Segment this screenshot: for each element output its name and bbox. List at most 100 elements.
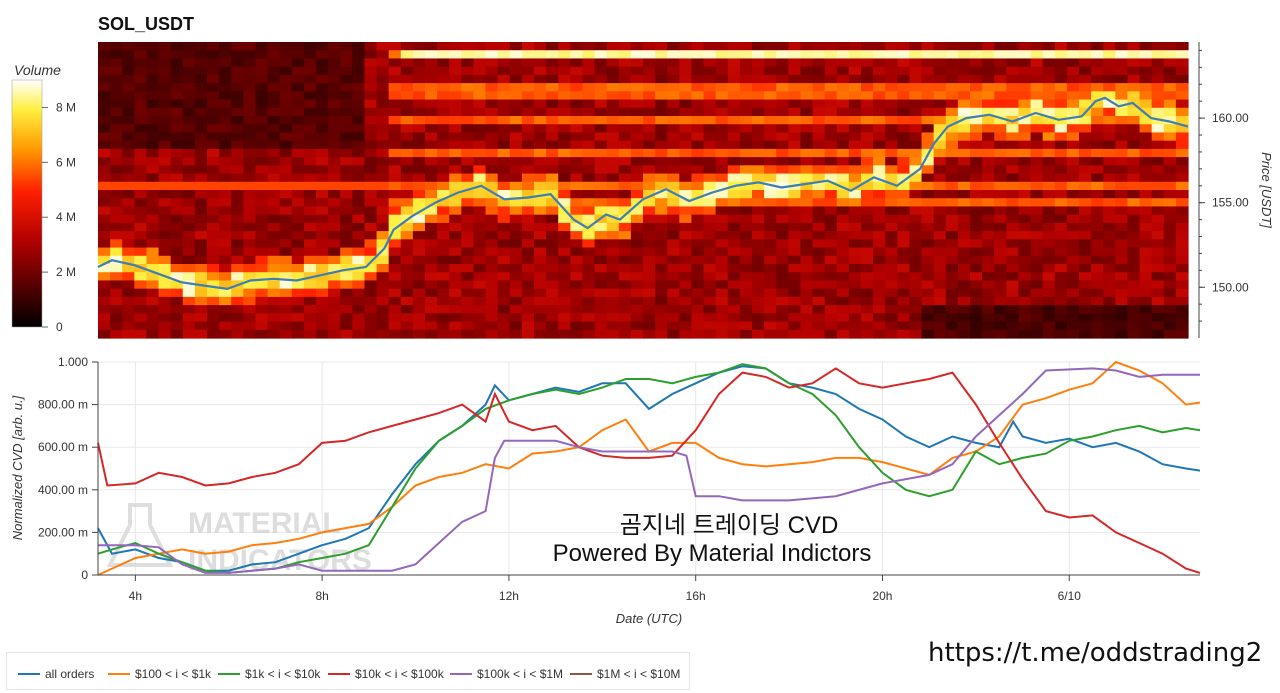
heatmap-cell — [982, 58, 995, 68]
heatmap-cell — [98, 296, 111, 306]
heatmap-cell — [1006, 296, 1020, 306]
heatmap-cell — [291, 83, 305, 92]
heatmap-cell — [340, 173, 353, 183]
heatmap-cell — [1139, 91, 1153, 101]
heatmap-cell — [1054, 66, 1068, 76]
heatmap-cell — [534, 280, 547, 290]
heatmap-cell — [473, 190, 487, 199]
heatmap-cell — [219, 173, 232, 183]
heatmap-cell — [425, 313, 438, 323]
heatmap-cell — [1018, 42, 1032, 51]
heatmap-cell — [570, 173, 584, 183]
heatmap-cell — [1139, 305, 1153, 314]
heatmap-cell — [1175, 165, 1189, 175]
heatmap-cell — [582, 58, 596, 68]
heatmap-cell — [897, 58, 911, 68]
heatmap-cell — [449, 329, 462, 339]
heatmap-cell — [546, 214, 559, 224]
heatmap-cell — [1091, 165, 1104, 175]
heatmap-cell — [497, 329, 511, 339]
heatmap-cell — [1018, 157, 1032, 166]
heatmap-cell — [558, 313, 571, 323]
heatmap-cell — [485, 214, 499, 224]
heatmap-cell — [98, 222, 111, 232]
heatmap-cell — [885, 91, 898, 101]
heatmap-cell — [267, 222, 281, 232]
cvd-x-tick-label: 12h — [499, 589, 519, 603]
heatmap-cell — [291, 50, 305, 60]
heatmap-cell — [546, 107, 559, 117]
telegram-link[interactable]: https://t.me/oddstrading2 — [928, 638, 1263, 668]
heatmap-cell — [316, 305, 329, 314]
heatmap-cell — [1175, 140, 1189, 150]
heatmap-cell — [521, 50, 535, 60]
heatmap-cell — [994, 58, 1007, 68]
heatmap-cell — [1066, 74, 1080, 84]
heatmap-cell — [1006, 107, 1020, 117]
heatmap-cell — [679, 329, 693, 339]
heatmap-cell — [800, 280, 814, 290]
heatmap-cell — [667, 107, 680, 117]
heatmap-cell — [933, 296, 947, 306]
heatmap-cell — [425, 264, 438, 273]
heatmap-cell — [279, 66, 293, 76]
heatmap-cell — [667, 42, 680, 51]
heatmap-cell — [328, 132, 341, 142]
heatmap-cell — [473, 206, 487, 216]
heatmap-cell — [158, 74, 172, 84]
heatmap-cell — [110, 247, 123, 257]
heatmap-cell — [1139, 157, 1153, 166]
heatmap-cell — [1018, 190, 1032, 199]
heatmap-cell — [558, 116, 571, 125]
heatmap-cell — [376, 66, 390, 76]
heatmap-cell — [691, 280, 705, 290]
heatmap-cell — [1054, 198, 1068, 208]
heatmap-cell — [848, 140, 862, 150]
heatmap-cell — [703, 296, 717, 306]
heatmap-cell — [243, 296, 257, 306]
heatmap-cell — [630, 190, 644, 199]
heatmap-cell — [1127, 165, 1141, 175]
heatmap-cell — [909, 91, 923, 101]
heatmap-cell — [655, 264, 668, 273]
heatmap-cell — [655, 296, 668, 306]
heatmap-cell — [776, 296, 789, 306]
heatmap-cell — [182, 74, 196, 84]
heatmap-cell — [194, 124, 208, 134]
heatmap-cell — [352, 231, 366, 240]
heatmap-cell — [364, 214, 378, 224]
heatmap-cell — [909, 239, 923, 249]
heatmap-cell — [134, 264, 148, 273]
heatmap-cell — [328, 99, 341, 109]
heatmap-cell — [1030, 239, 1044, 249]
heatmap-cell — [98, 255, 111, 265]
heatmap-cell — [1115, 206, 1129, 216]
heatmap-cell — [861, 198, 874, 208]
heatmap-cell — [546, 255, 559, 265]
heatmap-cell — [630, 58, 644, 68]
heatmap-cell — [134, 116, 148, 125]
heatmap-cell — [534, 272, 547, 282]
heatmap-cell — [618, 132, 632, 142]
heatmap-cell — [521, 296, 535, 306]
heatmap-cell — [703, 280, 717, 290]
heatmap-cell — [219, 296, 232, 306]
heatmap-cell — [243, 173, 257, 183]
heatmap-cell — [231, 255, 244, 265]
heatmap-cell — [328, 264, 341, 273]
heatmap-cell — [534, 42, 547, 51]
heatmap-cell — [473, 83, 487, 92]
heatmap-cell — [873, 305, 886, 314]
heatmap-cell — [667, 247, 680, 257]
heatmap-cell — [340, 66, 353, 76]
heatmap-cell — [376, 321, 390, 331]
heatmap-cell — [1163, 190, 1177, 199]
heatmap-cell — [267, 91, 281, 101]
heatmap-cell — [679, 272, 693, 282]
heatmap-cell — [134, 99, 148, 109]
heatmap-cell — [945, 165, 959, 175]
heatmap-cell — [461, 239, 475, 249]
heatmap-cell — [1127, 313, 1141, 323]
heatmap-cell — [1127, 296, 1141, 306]
heatmap-cell — [1139, 66, 1153, 76]
